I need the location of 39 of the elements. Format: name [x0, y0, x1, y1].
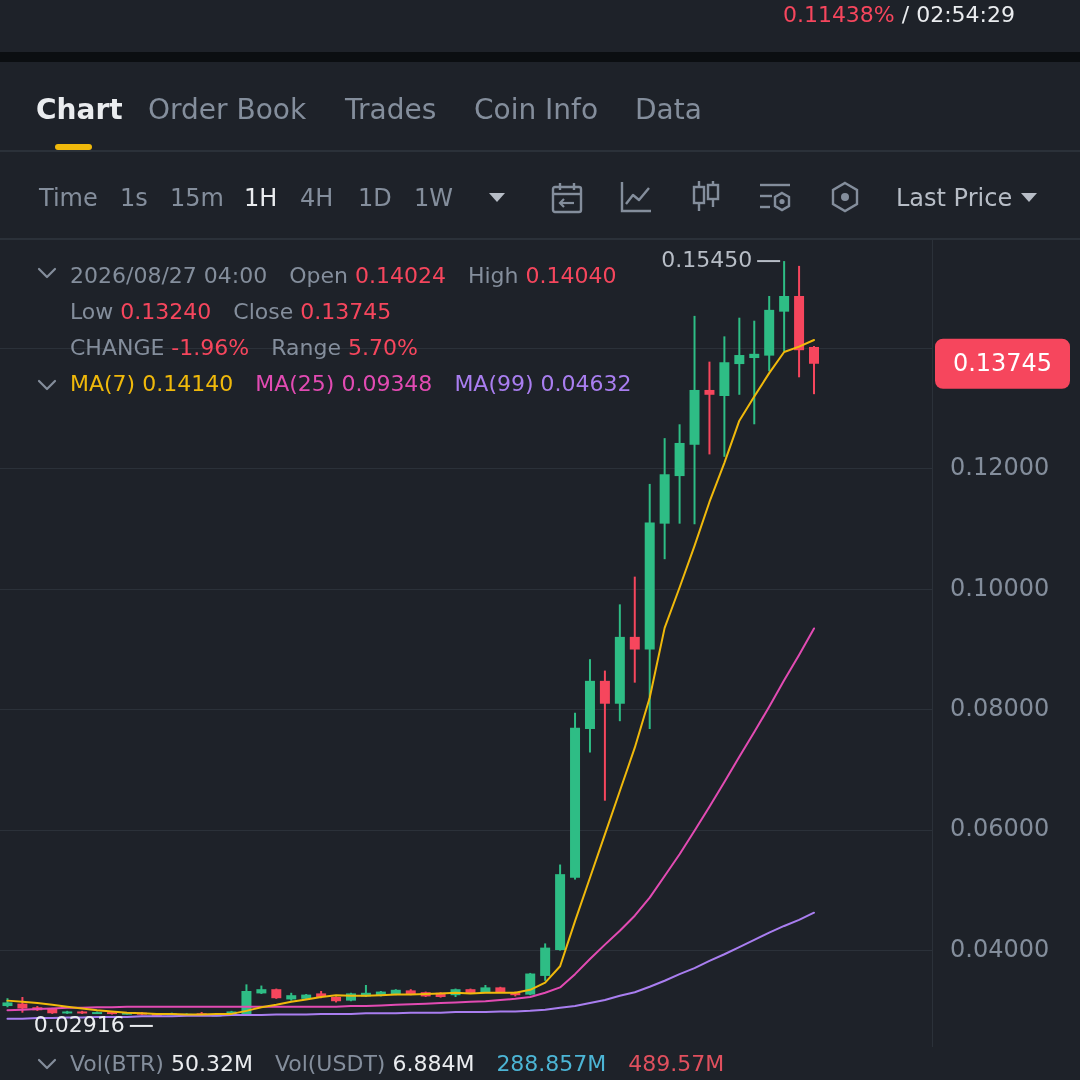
- annotation: 0.02916: [33, 1011, 125, 1037]
- interval-label: 1W: [414, 183, 453, 213]
- annotation: CHANGE -1.96%: [70, 335, 250, 360]
- interval-label: 1s: [120, 183, 148, 213]
- y-tick-label: 0.04000: [950, 934, 1050, 963]
- price-type-label: Last Price: [896, 183, 1013, 213]
- interval-label: 1D: [358, 183, 392, 213]
- annotation: Low 0.13240: [70, 299, 212, 324]
- y-tick-label: 0.08000: [950, 693, 1050, 722]
- annotation: 0.09348: [340, 371, 433, 396]
- interval-label: 1H: [244, 183, 278, 213]
- text: 489.57M: [628, 1051, 725, 1076]
- text: Vol(BTR) 50.32M: [70, 1051, 253, 1076]
- tab-label: Chart: [36, 92, 123, 128]
- annotation: 0.04632: [539, 371, 632, 396]
- tab-label: Order Book: [148, 92, 307, 128]
- annotation: 0.15450: [661, 246, 753, 272]
- annotation: Close 0.13745: [233, 299, 392, 324]
- tab-label: Coin Info: [474, 92, 599, 128]
- interval-label: Time: [39, 183, 98, 213]
- tab-label: Data: [635, 92, 702, 128]
- interval-label: 4H: [300, 183, 334, 213]
- text: Vol(USDT) 6.884M: [274, 1051, 475, 1076]
- y-tick-label: 0.12000: [950, 453, 1050, 482]
- y-tick-label: 0.10000: [950, 573, 1050, 602]
- annotation: 0.14140: [141, 371, 234, 396]
- annotation: 2026/08/27 04:00: [70, 263, 268, 288]
- text: MA(25): [255, 371, 335, 396]
- annotation: High 0.14040: [467, 263, 617, 288]
- interval-label: 15m: [170, 183, 224, 213]
- tab-label: Trades: [345, 92, 437, 128]
- text: MA(7): [70, 371, 136, 396]
- annotation: Range 5.70%: [271, 335, 418, 360]
- y-tick-label: 0.06000: [950, 814, 1050, 843]
- text: MA(99): [454, 371, 534, 396]
- text: 0.13745: [952, 348, 1053, 377]
- text: 0.11438% / 02:54:29: [782, 2, 1015, 27]
- text: 288.857M: [496, 1051, 607, 1076]
- annotation: Open 0.14024: [289, 263, 446, 288]
